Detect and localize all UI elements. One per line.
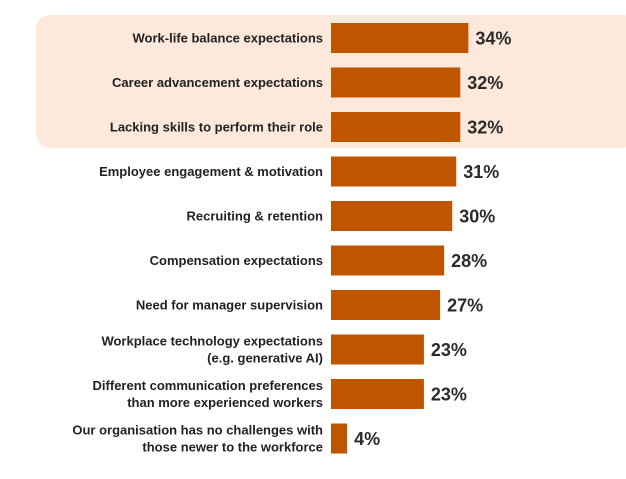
- bar-row: Work-life balance expectations 34%: [133, 23, 511, 53]
- bar-row: Lacking skills to perform their role 32%: [110, 112, 503, 142]
- bar: [331, 245, 445, 276]
- bar: [331, 290, 441, 320]
- value-label: 28%: [451, 251, 487, 271]
- bar: [331, 23, 469, 53]
- bar-row: Workplace technology expectations (e.g. g…: [101, 334, 466, 366]
- category-label: Work-life balance expectations: [133, 31, 324, 46]
- value-label: 32%: [467, 73, 503, 93]
- value-label: 23%: [431, 385, 467, 405]
- bar-row: Different communication preferences than …: [93, 378, 467, 410]
- category-label-line: than more experienced workers: [127, 395, 323, 410]
- category-label: Recruiting & retention: [186, 209, 323, 224]
- category-label: Workplace technology expectations (e.g. g…: [101, 334, 323, 366]
- category-label: Career advancement expectations: [112, 75, 323, 90]
- bar: [331, 423, 348, 454]
- category-label-line: Employee engagement & motivation: [99, 164, 323, 179]
- bar: [331, 379, 424, 409]
- category-label-line: those newer to the workforce: [142, 440, 323, 455]
- value-label: 32%: [467, 118, 503, 138]
- category-label-line: (e.g. generative AI): [207, 351, 323, 366]
- value-label: 27%: [447, 296, 483, 316]
- category-label-line: Recruiting & retention: [186, 209, 323, 224]
- category-label: Lacking skills to perform their role: [110, 120, 323, 135]
- category-label: Different communication preferences than …: [93, 378, 323, 410]
- bar-row: Compensation expectations 28%: [150, 245, 487, 276]
- category-label-line: Different communication preferences: [93, 378, 323, 393]
- bar-row: Recruiting & retention 30%: [186, 201, 495, 231]
- bar-row: Career advancement expectations 32%: [112, 67, 503, 98]
- value-label: 31%: [463, 162, 499, 182]
- category-label: Employee engagement & motivation: [99, 164, 323, 179]
- category-label-line: Lacking skills to perform their role: [110, 120, 323, 135]
- category-label-line: Work-life balance expectations: [133, 31, 324, 46]
- category-label-line: Compensation expectations: [150, 253, 323, 268]
- category-label-line: Our organisation has no challenges with: [72, 423, 323, 438]
- value-label: 4%: [354, 429, 380, 449]
- value-label: 23%: [431, 340, 467, 360]
- bar: [331, 201, 453, 231]
- category-label-line: Workplace technology expectations: [101, 334, 323, 349]
- bar: [331, 156, 457, 187]
- category-label-line: Career advancement expectations: [112, 75, 323, 90]
- category-label: Our organisation has no challenges with t…: [72, 423, 323, 455]
- bar: [331, 334, 424, 365]
- value-label: 30%: [459, 207, 495, 227]
- category-label: Compensation expectations: [150, 253, 323, 268]
- category-label-line: Need for manager supervision: [136, 298, 323, 313]
- bars-layer: Work-life balance expectations 34% Career …: [72, 23, 511, 455]
- bar-row: Need for manager supervision 27%: [136, 290, 483, 320]
- value-label: 34%: [475, 29, 511, 49]
- bar: [331, 112, 461, 142]
- bar: [331, 67, 461, 98]
- bar-row: Employee engagement & motivation 31%: [99, 156, 499, 187]
- bar-row: Our organisation has no challenges with t…: [72, 423, 380, 455]
- category-label: Need for manager supervision: [136, 298, 323, 313]
